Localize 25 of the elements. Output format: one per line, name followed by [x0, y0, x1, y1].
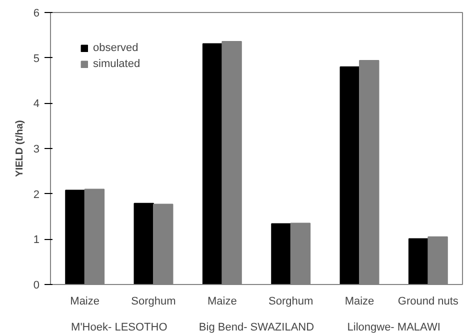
- bar: [134, 202, 154, 284]
- y-tick-label: 3: [33, 144, 40, 156]
- y-tick-label: 5: [33, 52, 40, 65]
- bar: [408, 238, 429, 284]
- y-tick-label: 6: [33, 8, 40, 20]
- x-tick-label: Maize: [70, 296, 100, 308]
- bar: [340, 66, 360, 284]
- y-tick-label: 4: [33, 98, 40, 110]
- legend-label: simulated: [93, 58, 140, 70]
- text: Big Bend- SWAZILAND: [198, 322, 314, 334]
- text: M'Hoek- LESOTHO: [71, 322, 168, 334]
- legend-label: observed: [93, 42, 138, 54]
- y-tick-label: 0: [33, 280, 40, 292]
- x-tick-label: Sorghum: [268, 296, 314, 308]
- x-tick-label: Sorghum: [131, 296, 176, 308]
- y-tick-label: 1: [33, 234, 40, 246]
- bar: [202, 43, 223, 284]
- text: Lilongwe- MALAWI: [347, 322, 440, 334]
- bar: [65, 190, 86, 284]
- x-tick-label: Maize: [344, 296, 374, 308]
- bar: [271, 223, 292, 284]
- y-axis-title: YIELD (t/ha): [14, 120, 26, 177]
- y-tick-label: 2: [33, 188, 40, 201]
- x-tick-label: Ground nuts: [398, 296, 459, 308]
- x-tick-label: Maize: [207, 296, 237, 308]
